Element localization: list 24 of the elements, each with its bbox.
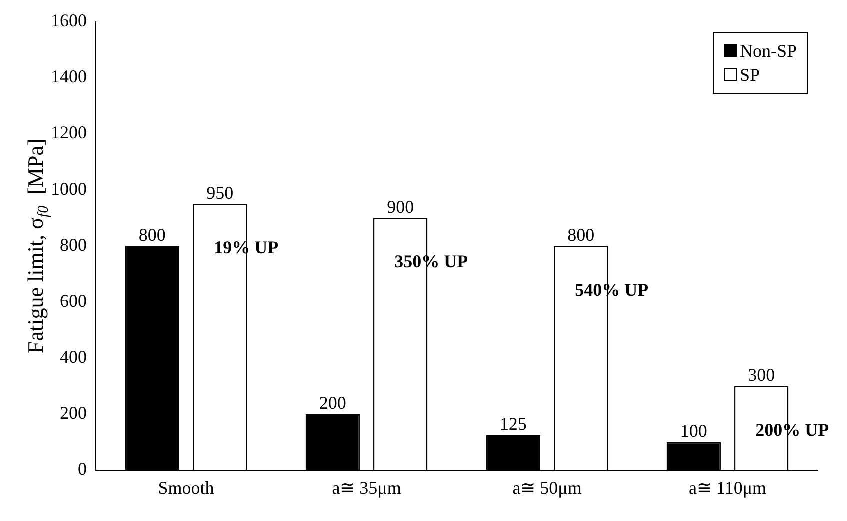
y-tick-label: 1000 [51,178,87,199]
y-tick-label: 1600 [51,10,87,31]
data-label: 100 [680,421,708,442]
x-tick-label: Smooth [158,478,214,498]
x-tick-label: a≅ 110μm [689,478,766,498]
y-tick-label: 400 [60,346,87,367]
x-tick-label: a≅ 35μm [332,478,402,498]
y-tick-label: 0 [78,459,87,480]
y-axis-title: Fatigue limit, σf0 [MPa] [23,138,52,354]
y-tick-label: 600 [60,290,87,311]
x-tick-label: a≅ 50μm [512,478,582,498]
data-label: 200 [319,393,346,414]
y-tick-label: 1200 [51,122,87,143]
legend-label: Non-SP [740,40,797,63]
data-label: 900 [387,196,414,217]
legend-label: SP [740,64,760,87]
y-tick-label: 200 [60,403,87,424]
y-tick-label: 800 [60,234,87,255]
data-label: 800 [568,224,595,245]
y-tick-label: 1400 [51,66,87,87]
data-label: 125 [500,414,527,434]
data-label: 800 [138,224,166,245]
data-label: 300 [748,365,776,386]
data-label: 950 [206,182,234,203]
